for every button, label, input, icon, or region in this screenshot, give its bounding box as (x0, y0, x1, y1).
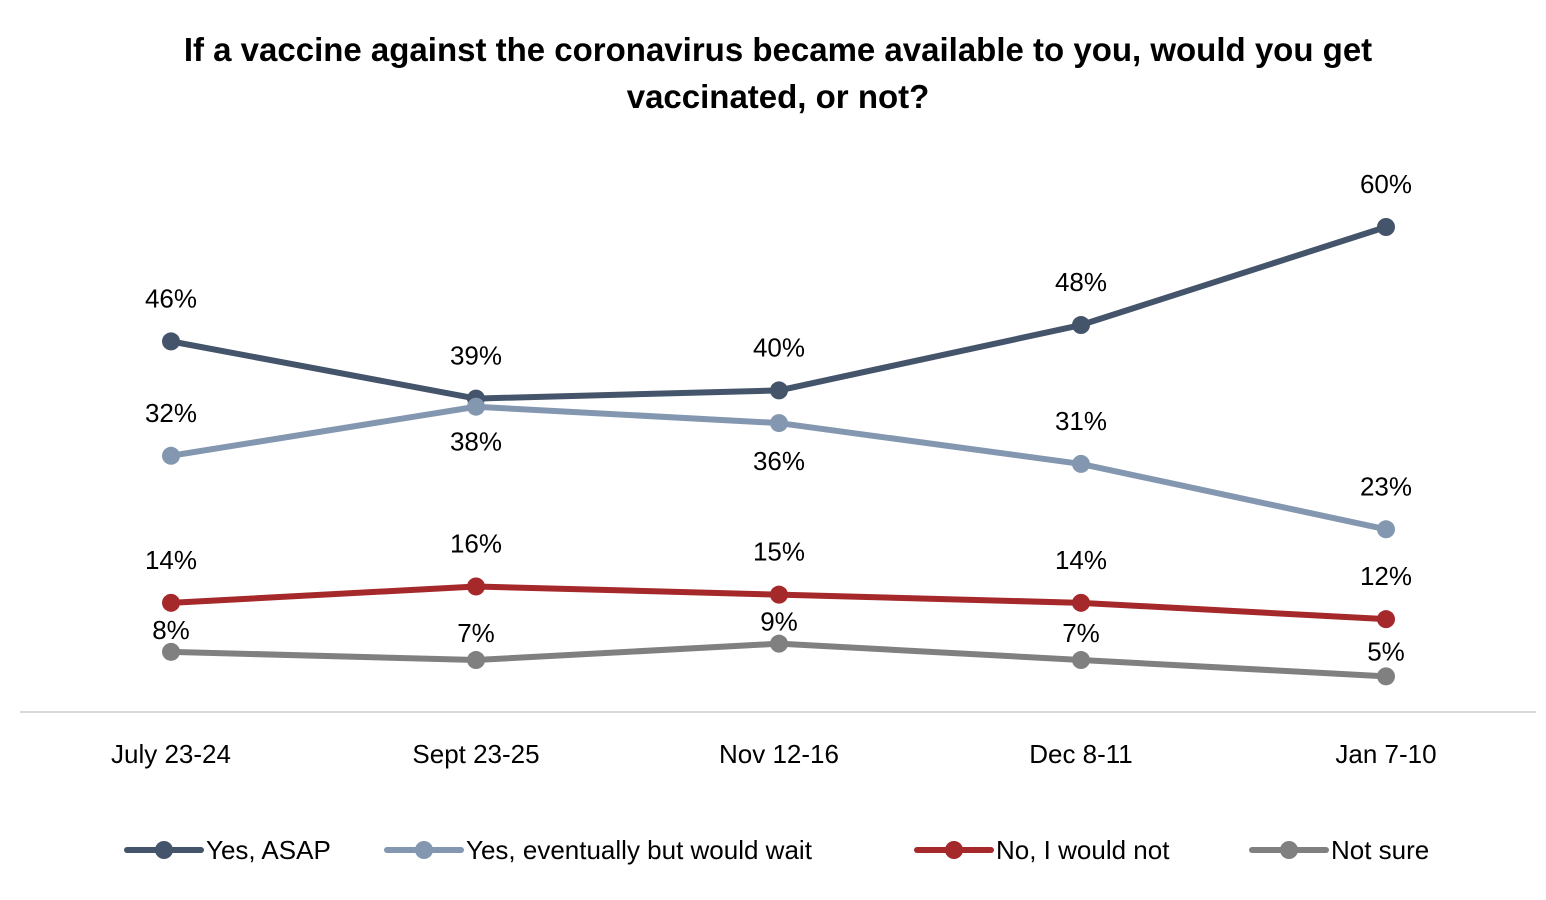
data-point (1377, 520, 1395, 539)
data-label: 40% (753, 332, 805, 362)
legend-label: Yes, ASAP (206, 835, 331, 865)
data-label: 32% (145, 398, 197, 428)
data-label: 60% (1360, 169, 1412, 199)
data-point (467, 397, 485, 416)
data-point (1072, 651, 1090, 670)
data-point (162, 332, 180, 351)
x-tick-label: Jan 7-10 (1335, 739, 1436, 769)
data-point (162, 446, 180, 465)
data-point (1072, 454, 1090, 473)
data-label: 39% (450, 341, 502, 371)
x-tick-label: Nov 12-16 (719, 739, 839, 769)
data-point (1072, 316, 1090, 335)
data-label: 46% (145, 283, 197, 313)
chart-title: If a vaccine against the coronavirus bec… (183, 31, 1373, 115)
legend-label: Not sure (1331, 835, 1429, 865)
data-point (1377, 667, 1395, 686)
data-label: 7% (457, 618, 495, 648)
legend-marker (155, 841, 173, 859)
data-label: 48% (1055, 267, 1107, 297)
data-label: 14% (145, 545, 197, 575)
data-label: 38% (450, 427, 502, 457)
data-label: 31% (1055, 406, 1107, 436)
x-tick-label: Sept 23-25 (412, 739, 539, 769)
data-point (162, 642, 180, 661)
series-line (168, 224, 1389, 402)
data-label: 8% (152, 615, 190, 645)
legend-marker (415, 841, 433, 859)
legend-marker (1280, 841, 1298, 859)
data-label: 23% (1360, 471, 1412, 501)
data-point (770, 585, 788, 604)
data-point (1377, 218, 1395, 236)
data-label: 5% (1367, 636, 1405, 666)
data-label: 12% (1360, 561, 1412, 591)
data-label: 7% (1062, 618, 1100, 648)
legend-marker (945, 841, 963, 859)
data-label: 15% (753, 537, 805, 567)
data-point (1377, 610, 1395, 629)
data-point (770, 634, 788, 653)
data-point (162, 593, 180, 612)
x-tick-label: Dec 8-11 (1029, 739, 1133, 769)
legend-item: Not sure (1249, 835, 1429, 865)
legend-item: Yes, ASAP (124, 835, 331, 865)
data-point (467, 577, 485, 596)
data-label: 14% (1055, 545, 1107, 575)
legend-item: No, I would not (914, 835, 1170, 865)
x-tick-label: July 23-24 (111, 739, 231, 769)
data-label: 9% (760, 607, 798, 637)
data-label: 36% (753, 446, 805, 476)
data-point (1072, 593, 1090, 612)
data-point (770, 414, 788, 433)
legend-item: Yes, eventually but would wait (384, 835, 813, 865)
legend-label: No, I would not (996, 835, 1170, 865)
data-label: 16% (450, 528, 502, 558)
data-point (770, 381, 788, 400)
data-point (467, 651, 485, 670)
legend-label: Yes, eventually but would wait (466, 835, 813, 865)
